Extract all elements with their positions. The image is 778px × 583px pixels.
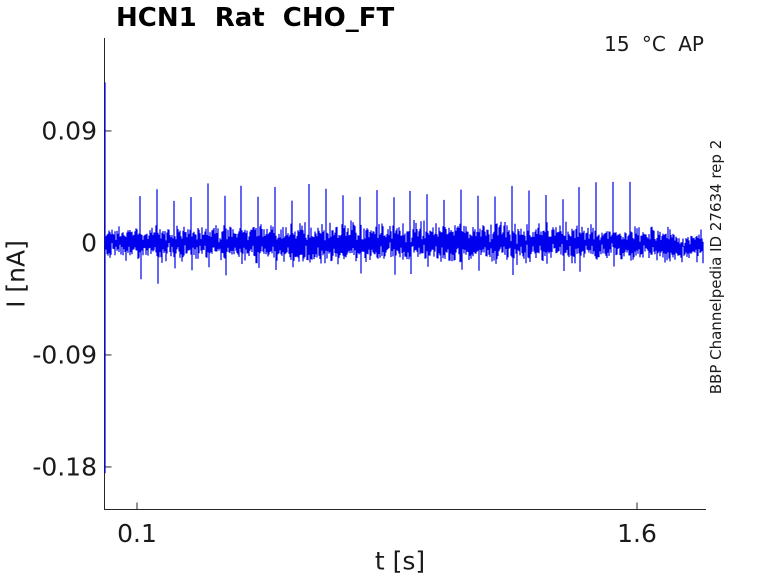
current-trace (104, 82, 704, 474)
x-tick-label: 1.6 (617, 519, 657, 548)
condition-label: 15 °C AP (604, 32, 704, 56)
y-tick-label: -0.09 (32, 340, 97, 370)
x-axis-label: t [s] (374, 546, 426, 576)
y-tick-label: 0.09 (41, 116, 97, 146)
x-tick-label: 0.1 (117, 519, 157, 548)
y-tick-label: -0.18 (32, 452, 97, 482)
y-tick-label: 0 (81, 228, 97, 258)
chart-title: HCN1 Rat CHO_FT (116, 3, 395, 33)
